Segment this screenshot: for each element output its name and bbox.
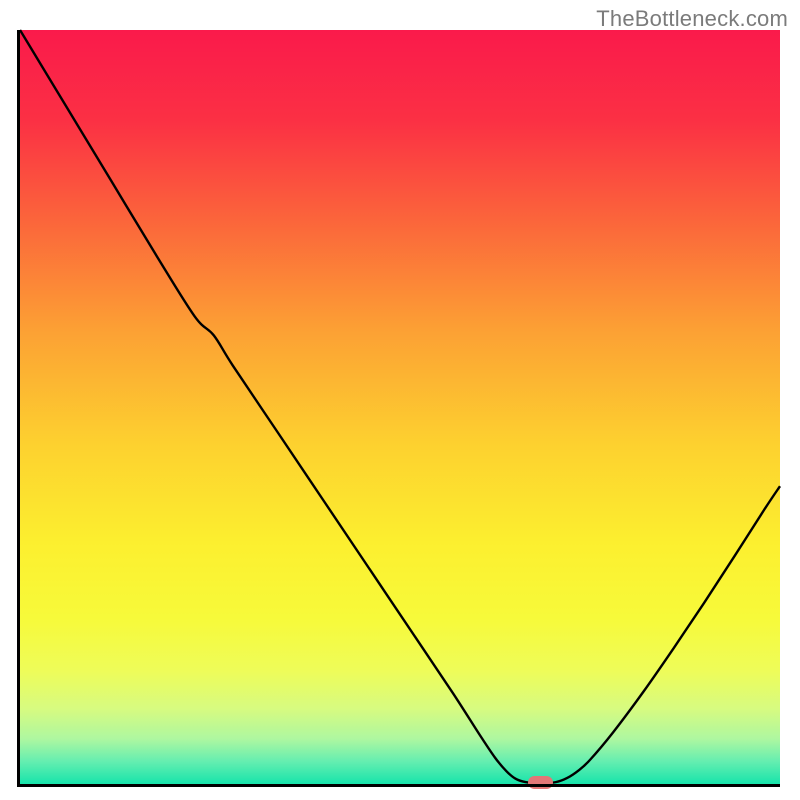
bottleneck-curve <box>20 30 780 783</box>
curve-layer <box>20 30 780 784</box>
x-axis <box>17 784 780 787</box>
y-axis <box>17 30 20 787</box>
watermark-text: TheBottleneck.com <box>596 6 788 32</box>
plot-area <box>20 30 780 784</box>
bottleneck-chart: TheBottleneck.com <box>0 0 800 800</box>
